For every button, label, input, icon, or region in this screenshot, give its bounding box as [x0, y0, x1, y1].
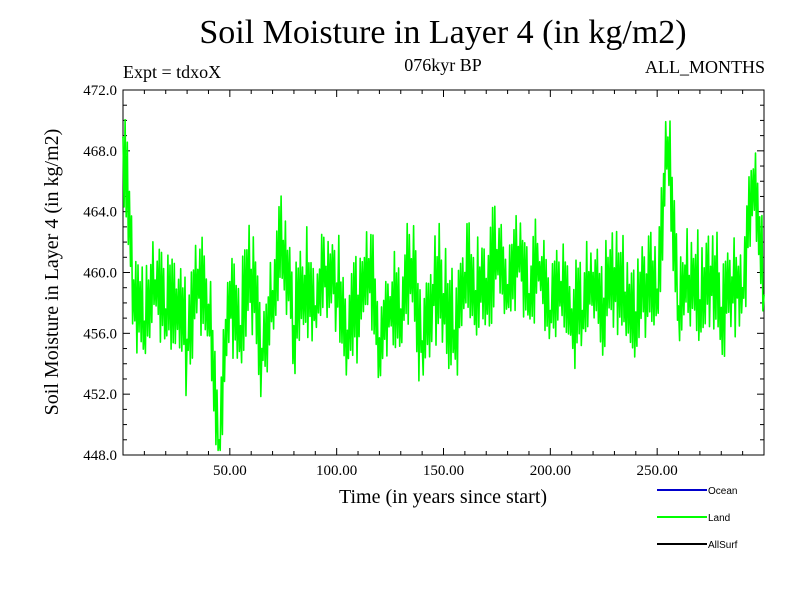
data-point	[731, 276, 733, 278]
experiment-label: Expt = tdxoX	[123, 62, 222, 82]
data-point	[474, 289, 477, 292]
data-point	[314, 305, 317, 307]
data-point	[496, 248, 498, 251]
y-axis-label: Soil Moisture in Layer 4 (in kg/m2)	[41, 129, 63, 416]
data-point	[271, 289, 274, 292]
y-tick-label: 456.0	[83, 326, 117, 342]
data-point	[410, 258, 413, 260]
data-point	[506, 283, 509, 286]
data-point	[378, 337, 381, 339]
data-point	[613, 267, 616, 269]
chart-title: Soil Moisture in Layer 4 (in kg/m2)	[199, 14, 687, 51]
x-tick-label: 200.00	[530, 463, 571, 479]
data-point	[645, 273, 648, 275]
data-point	[143, 320, 146, 322]
data-point	[154, 279, 156, 281]
y-tick-label: 468.0	[83, 144, 117, 160]
legend-label-allsurf: AllSurf	[708, 540, 738, 551]
data-point	[250, 268, 252, 271]
data-point	[303, 274, 306, 277]
data-point	[517, 245, 520, 248]
data-point	[635, 311, 637, 313]
x-tick-label: 150.00	[423, 463, 464, 479]
data-point	[229, 280, 231, 283]
data-point	[367, 258, 370, 260]
data-point	[325, 265, 327, 268]
data-point	[677, 305, 680, 307]
y-tick-label: 448.0	[83, 448, 117, 464]
data-point	[239, 324, 242, 327]
data-point	[538, 261, 541, 263]
data-point	[763, 294, 765, 297]
data-point	[432, 283, 434, 286]
series-layer	[122, 118, 765, 452]
period-label: 076kyr BP	[404, 55, 482, 75]
data-point	[207, 303, 210, 306]
data-point	[357, 294, 359, 297]
legend: Ocean Land AllSurf	[657, 486, 738, 551]
data-point	[560, 280, 562, 283]
data-point	[389, 296, 391, 298]
data-point	[346, 329, 349, 332]
x-tick-label: 50.00	[213, 463, 247, 479]
y-tick-label: 452.0	[83, 387, 117, 403]
data-point	[442, 292, 445, 295]
data-point	[656, 288, 658, 291]
data-point	[624, 291, 626, 294]
data-point	[453, 329, 455, 332]
data-point	[122, 136, 124, 138]
data-point	[741, 286, 744, 289]
months-label: ALL_MONTHS	[645, 57, 765, 77]
legend-label-ocean: Ocean	[708, 486, 737, 497]
data-point	[549, 309, 552, 312]
legend-label-land: Land	[708, 513, 730, 524]
data-point	[667, 136, 669, 138]
data-point	[218, 438, 220, 441]
data-point	[709, 265, 712, 268]
y-tick-label: 460.0	[83, 266, 117, 282]
x-axis-label: Time (in years since start)	[339, 486, 547, 508]
data-point	[592, 271, 594, 274]
data-point	[485, 277, 488, 280]
data-point	[164, 308, 167, 310]
data-point	[528, 292, 530, 295]
data-point	[335, 282, 338, 284]
data-point	[293, 324, 295, 327]
y-tick-label: 472.0	[83, 83, 117, 99]
x-tick-label: 250.00	[637, 463, 678, 479]
data-point	[282, 239, 285, 242]
data-point	[581, 309, 584, 312]
series-line-land	[122, 118, 765, 452]
data-point	[261, 347, 263, 350]
data-point	[602, 297, 605, 300]
y-tick-labels: 448.0 452.0 456.0 460.0 464.0 468.0 472.0	[83, 83, 117, 464]
x-tick-labels: 50.00 100.00 150.00 200.00 250.00	[213, 463, 678, 479]
data-point	[399, 308, 402, 310]
data-point	[699, 299, 701, 301]
x-tick-label: 100.00	[316, 463, 357, 479]
data-point	[570, 308, 573, 310]
data-point	[720, 306, 723, 309]
data-point	[132, 279, 135, 281]
data-point	[464, 271, 466, 274]
data-point	[752, 168, 755, 170]
data-point	[175, 288, 178, 291]
data-point	[688, 274, 691, 277]
y-tick-label: 464.0	[83, 205, 117, 221]
data-point	[196, 268, 199, 271]
data-point	[186, 338, 188, 341]
data-point	[421, 340, 423, 342]
